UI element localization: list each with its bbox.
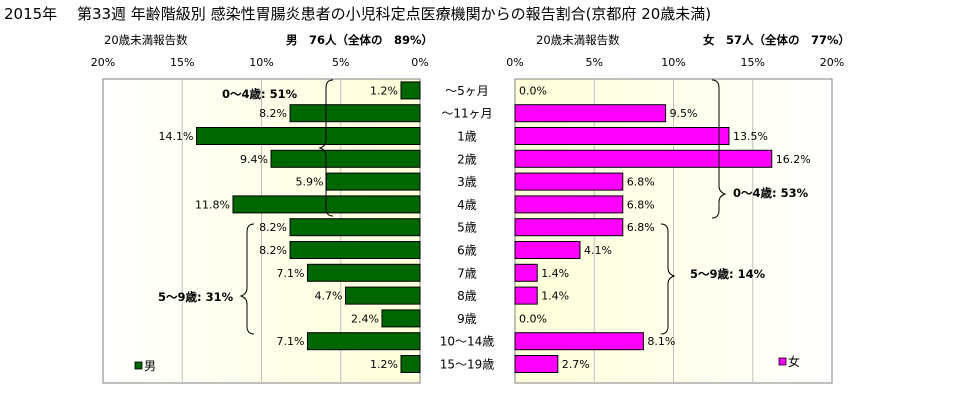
male-bar-label: 7.1% [277,267,305,280]
female-bar-label: 16.2% [776,153,811,166]
male-bar [325,172,421,191]
male-bar-label: 2.4% [351,312,379,325]
male-bar-label: 1.2% [370,358,398,371]
female-bar [514,104,667,123]
female-legend-swatch [778,357,787,366]
female-bar-label: 9.5% [670,107,698,120]
female-legend-label: 女 [788,354,800,369]
age-categories: ～5ヶ月 ～11ヶ月 1歳 2歳 3歳 4歳 5歳 6歳 7歳 8歳 9歳 10～14歳 15～19歳 [440,84,495,372]
male-axis-tick: 10% [249,56,273,69]
male-axis-ticks: 20% 15% 10% 5% 0% [91,56,429,69]
female-bar [514,127,730,145]
female-bar-label: 6.8% [627,176,655,189]
female-bar-label: 2.7% [562,358,590,371]
female-bar-label: 1.4% [541,290,569,303]
female-bar-label: 8.1% [647,335,675,348]
category-label: 15～19歳 [440,358,495,372]
category-label: 2歳 [457,152,477,166]
male-legend-label: 男 [144,359,156,373]
female-bar-label: 0.0% [519,312,547,325]
female-bar-label: 0.0% [519,84,547,97]
male-bracket-0-4: 0～4歳: 51% [222,79,334,217]
female-bar [514,355,559,373]
female-bar [514,332,644,351]
male-bar-label: 5.9% [296,176,324,189]
female-bars: 0.0% 9.5% 13.5% 16.2% 6.8% 6.8% 6.8% 4.1% 1.4% 1.… [514,84,811,373]
female-bar-label: 4.1% [584,244,612,257]
category-label: 1歳 [457,130,477,144]
male-bar-label: 11.8% [195,198,230,211]
female-bar-label: 6.8% [627,221,655,234]
female-bracket-0-4-label: 0～4歳: 53% [733,186,809,200]
male-bar-label: 7.1% [277,335,305,348]
female-axis-ticks: 0% 5% 10% 15% 20% [506,56,844,69]
male-bar [381,309,421,328]
category-label: ～5ヶ月 [445,84,489,98]
male-bar [270,149,421,168]
female-axis-tick: 15% [741,56,765,69]
male-bar [289,218,421,237]
female-header-main: 女 57人（全体の 77%） [703,33,850,47]
category-label: 5歳 [457,221,477,235]
male-bar-label: 8.2% [259,107,287,120]
category-label: ～11ヶ月 [441,107,492,121]
category-label: 9歳 [457,312,477,326]
male-bar [306,332,421,351]
female-bar [514,241,581,259]
male-axis-tick: 5% [332,56,349,69]
male-bar [306,263,421,282]
male-legend-swatch [134,361,143,370]
category-label: 10～14歳 [440,335,495,349]
category-label: 8歳 [457,289,477,303]
male-bar-label: 4.7% [315,290,343,303]
female-header-sub: 20歳未満報告数 [536,33,620,47]
category-label: 3歳 [457,175,477,189]
male-bar [289,104,421,123]
female-bracket-5-9: 5～9歳: 14% [660,223,766,335]
category-label: 7歳 [457,266,477,280]
male-bracket-5-9: 5～9歳: 31% [158,223,255,335]
male-bracket-5-9-label: 5～9歳: 31% [158,290,234,304]
male-header-main: 男 76人（全体の 89%） [286,33,433,47]
female-legend: 女 [778,354,800,369]
male-bar-label: 8.2% [259,244,287,257]
male-bar-label: 9.4% [240,153,268,166]
male-bar-label: 1.2% [370,84,398,97]
female-axis-tick: 5% [586,56,603,69]
male-header-sub: 20歳未満報告数 [104,33,188,47]
male-bar-label: 8.2% [259,221,287,234]
male-legend: 男 [134,359,156,373]
female-axis-tick: 0% [506,56,523,69]
female-bar-label: 13.5% [733,130,768,143]
category-label: 4歳 [457,198,477,212]
male-bar [196,127,421,145]
female-bar [514,149,773,168]
male-bar [400,355,421,373]
male-bar-label: 14.1% [159,130,194,143]
male-bar [289,241,421,259]
female-bar [514,218,624,237]
female-bracket-0-4: 0～4歳: 53% [711,79,809,219]
female-bar [514,172,624,191]
female-bar-label: 6.8% [627,198,655,211]
category-label: 6歳 [457,244,477,258]
female-axis-tick: 10% [661,56,685,69]
male-axis-tick: 0% [411,56,428,69]
chart-title: 2015年 第33週 年齢階級別 感染性胃腸炎患者の小児科定点医療機関からの報告… [4,5,711,23]
male-bars: 1.2% 8.2% 14.1% 9.4% 5.9% 11.8% 8.2% 8.2% 7.1% 4.… [159,81,421,373]
male-bar [400,81,421,100]
female-bracket-5-9-label: 5～9歳: 14% [690,267,766,281]
female-bar-label: 1.4% [541,267,569,280]
female-axis-tick: 20% [820,56,844,69]
male-bracket-0-4-label: 0～4歳: 51% [222,87,298,101]
female-bar [514,286,538,305]
female-bar [514,195,624,214]
male-axis-tick: 20% [91,56,115,69]
female-bar [514,263,538,282]
male-axis-tick: 15% [170,56,194,69]
male-bar [345,286,421,305]
